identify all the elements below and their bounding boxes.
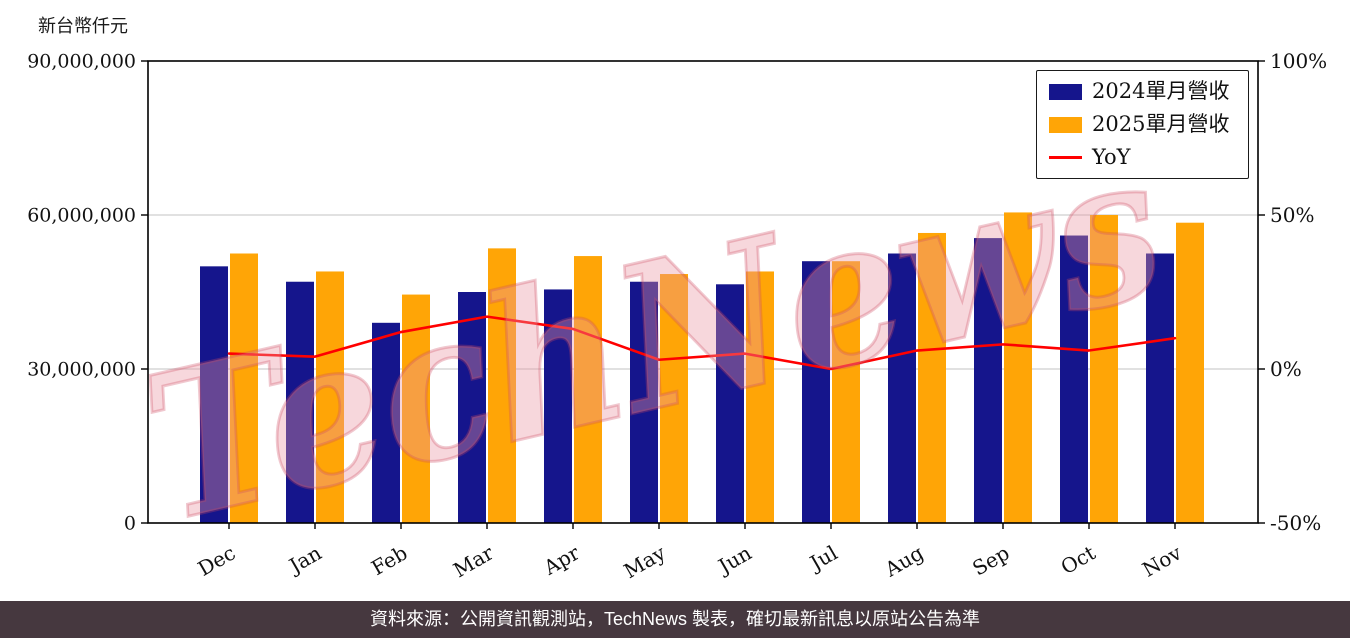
legend-label-2024: 2024單月營收: [1092, 79, 1230, 103]
bar-mar-2024: [458, 292, 486, 523]
x-tick-label-jul: Jul: [804, 541, 841, 576]
legend-line-swatch-yoy: [1049, 156, 1082, 159]
bar-dec-2024: [200, 266, 228, 523]
x-tick-label-jun: Jun: [713, 540, 756, 579]
bar-apr-2025: [574, 256, 602, 523]
x-tick-label-apr: Apr: [539, 540, 584, 580]
legend-label-2025: 2025單月營收: [1092, 112, 1230, 136]
bar-jan-2024: [286, 281, 314, 523]
legend-label-yoy: YoY: [1092, 145, 1131, 169]
bar-jul-2024: [802, 261, 830, 523]
x-tick-label-may: May: [620, 540, 670, 583]
x-tick-label-mar: Mar: [449, 540, 498, 582]
yoy-line: [227, 315, 1177, 371]
bar-mar-2025: [488, 248, 516, 523]
legend-item-yoy: YoY: [1049, 144, 1236, 171]
y-left-tick-label: 0: [124, 512, 136, 534]
legend-swatch-2024: [1049, 83, 1082, 100]
legend-swatch-2025: [1049, 116, 1082, 133]
bar-oct-2024: [1060, 235, 1088, 524]
bar-sep-2024: [974, 238, 1002, 523]
bar-oct-2025: [1090, 215, 1118, 523]
legend-item-2024: 2024單月營收: [1049, 78, 1236, 105]
bar-nov-2024: [1146, 253, 1174, 523]
footer: 資料來源：公開資訊觀測站，TechNews 製表，確切最新訊息以原站公告為準: [0, 601, 1350, 638]
y-left-tick-label: 60,000,000: [27, 204, 136, 226]
x-tick-label-nov: Nov: [1138, 540, 1186, 582]
bar-may-2025: [660, 274, 688, 523]
y-right-tick-label: -50%: [1270, 511, 1321, 535]
legend-item-2025: 2025單月營收: [1049, 111, 1236, 138]
y-left-tick-label: 90,000,000: [27, 50, 136, 72]
x-tick-label-sep: Sep: [968, 541, 1013, 581]
y-axis-unit-label: 新台幣仟元: [38, 16, 128, 37]
y-right-tick-label: 100%: [1270, 49, 1327, 73]
legend: 2024單月營收 2025單月營收 YoY: [1036, 70, 1249, 179]
y-left-tick-label: 30,000,000: [27, 358, 136, 380]
y-right-tick-label: 0%: [1270, 357, 1302, 381]
bar-feb-2025: [402, 294, 430, 523]
bar-aug-2025: [918, 232, 946, 523]
bar-jun-2025: [746, 271, 774, 523]
bar-dec-2025: [230, 253, 258, 523]
x-tick-label-aug: Aug: [880, 540, 928, 581]
bar-may-2024: [630, 281, 658, 523]
plot-frame: [147, 60, 1259, 524]
bar-aug-2024: [888, 253, 916, 523]
bar-jun-2024: [716, 284, 744, 523]
bar-feb-2024: [372, 322, 400, 523]
x-tick-label-oct: Oct: [1057, 541, 1100, 580]
x-tick-label-feb: Feb: [367, 541, 411, 580]
bar-jul-2025: [832, 261, 860, 523]
x-tick-label-jan: Jan: [283, 540, 325, 578]
y-right-tick-label: 50%: [1270, 203, 1314, 227]
bar-nov-2025: [1176, 222, 1204, 523]
bar-sep-2025: [1004, 212, 1032, 523]
bar-jan-2025: [316, 271, 344, 523]
